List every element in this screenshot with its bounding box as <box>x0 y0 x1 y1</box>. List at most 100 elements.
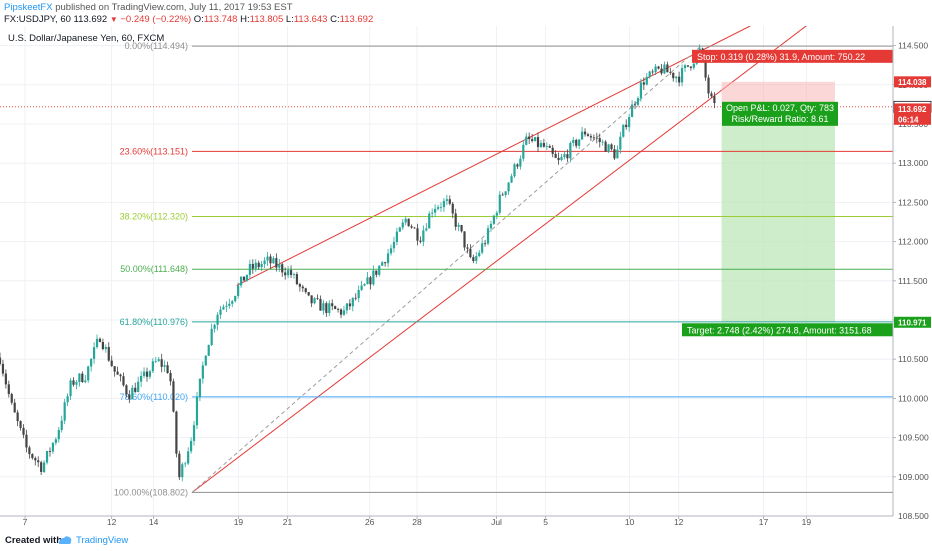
time-tick-label: 19 <box>802 517 812 526</box>
candle-series <box>0 44 716 482</box>
symbol-label[interactable]: FX:USDJPY, 60 <box>4 14 71 25</box>
candle-body <box>251 263 254 269</box>
candle-body <box>442 200 446 208</box>
time-tick-label: Jul <box>491 517 502 526</box>
candle-body <box>678 76 681 83</box>
quote-line: FX:USDJPY, 60 113.692 ▼ −0.249 (−0.22%) … <box>4 14 373 25</box>
candle-body <box>113 366 116 372</box>
candle-body <box>257 262 260 268</box>
tradingview-brand[interactable]: TradingView <box>76 535 129 546</box>
candle-body <box>325 303 328 313</box>
candle-body <box>187 451 190 464</box>
candle-body <box>495 212 498 216</box>
channel-line[interactable] <box>191 26 822 493</box>
candle-body <box>363 284 366 286</box>
candle-body <box>145 371 149 377</box>
candle-body <box>16 412 19 422</box>
candle-body <box>163 365 166 367</box>
candle-body <box>460 225 463 232</box>
candle-body <box>392 241 396 249</box>
candle-body <box>645 76 648 85</box>
candle-body <box>22 427 25 435</box>
down-arrow-icon: ▼ <box>109 15 118 24</box>
price-tag-bg <box>894 76 931 88</box>
candle-body <box>313 298 316 304</box>
candle-body <box>451 203 454 214</box>
price-axis[interactable]: 109.000109.500110.000110.500111.000111.5… <box>892 26 932 526</box>
candle-body <box>448 199 451 204</box>
candle-body <box>269 256 272 264</box>
candle-body <box>413 227 416 229</box>
candle-body <box>192 425 196 441</box>
candle-body <box>434 208 437 213</box>
time-tick-label: 10 <box>625 517 635 526</box>
candle-body <box>284 272 287 276</box>
candle-body <box>78 373 81 383</box>
candle-body <box>486 228 490 244</box>
candle-body <box>81 373 84 383</box>
candle-body <box>663 64 666 74</box>
candle-body <box>57 429 60 440</box>
candle-body <box>322 303 325 311</box>
candle-body <box>428 213 431 229</box>
target-zone[interactable] <box>721 106 835 323</box>
high-label: H: <box>240 14 250 25</box>
candle-body <box>489 223 493 229</box>
candle-body <box>357 289 360 299</box>
candle-body <box>531 139 534 141</box>
price-chart[interactable]: 0.00%(114.494) 23.60%(113.151) 38.20%(112.… <box>0 26 932 526</box>
candle-body <box>533 137 537 141</box>
candle-body <box>75 382 78 385</box>
candle-body <box>140 375 143 382</box>
candle-body <box>19 421 22 428</box>
publisher-link[interactable]: PipskeetFX <box>4 2 53 13</box>
fib-level-label: 50.00%(111.648) <box>120 264 188 274</box>
candle-body <box>651 71 654 73</box>
candle-body <box>66 396 69 403</box>
price-tick-label: 114.500 <box>898 41 928 51</box>
candle-body <box>98 338 102 342</box>
footer: Created with TradingView <box>0 530 932 550</box>
candle-body <box>204 355 207 366</box>
close-value: 113.692 <box>339 14 374 25</box>
candle-body <box>689 66 692 68</box>
candle-body <box>195 396 199 426</box>
candle-body <box>507 182 510 192</box>
candle-body <box>633 104 637 106</box>
candle-body <box>463 231 466 248</box>
candle-body <box>389 248 393 254</box>
candle-body <box>686 65 690 67</box>
time-tick-label: 12 <box>674 517 684 526</box>
candle-body <box>475 256 478 262</box>
candle-body <box>128 394 131 400</box>
candle-body <box>304 288 307 293</box>
candle-body <box>610 144 613 150</box>
candle-body <box>189 440 193 452</box>
candle-body <box>472 257 475 262</box>
time-axis[interactable]: 7 12 14 19 21 26 28 Jul 5 10 12 17 19 <box>0 515 893 526</box>
candle-body <box>469 248 472 258</box>
candle-body <box>201 365 204 379</box>
candle-body <box>184 463 187 465</box>
candle-body <box>639 82 643 99</box>
price-tag-bg <box>894 103 931 115</box>
candle-body <box>125 385 128 395</box>
candle-body <box>287 270 290 276</box>
candle-body <box>334 306 337 310</box>
candle-body <box>54 439 57 443</box>
price-tick-label: 110.000 <box>898 393 928 403</box>
candle-body <box>345 303 349 311</box>
candle-body <box>401 222 404 228</box>
candle-body <box>378 265 381 275</box>
candle-body <box>710 93 713 97</box>
candle-body <box>175 411 178 454</box>
candle-body <box>360 285 363 290</box>
candle-body <box>310 295 313 304</box>
fib-retracement[interactable]: 0.00%(114.494) 23.60%(113.151) 38.20%(112.… <box>114 41 893 497</box>
candle-body <box>410 226 413 228</box>
candle-body <box>542 143 545 147</box>
candle-body <box>572 139 575 143</box>
candle-body <box>569 142 572 159</box>
candle-body <box>354 297 357 299</box>
price-tag-bg <box>894 316 931 328</box>
